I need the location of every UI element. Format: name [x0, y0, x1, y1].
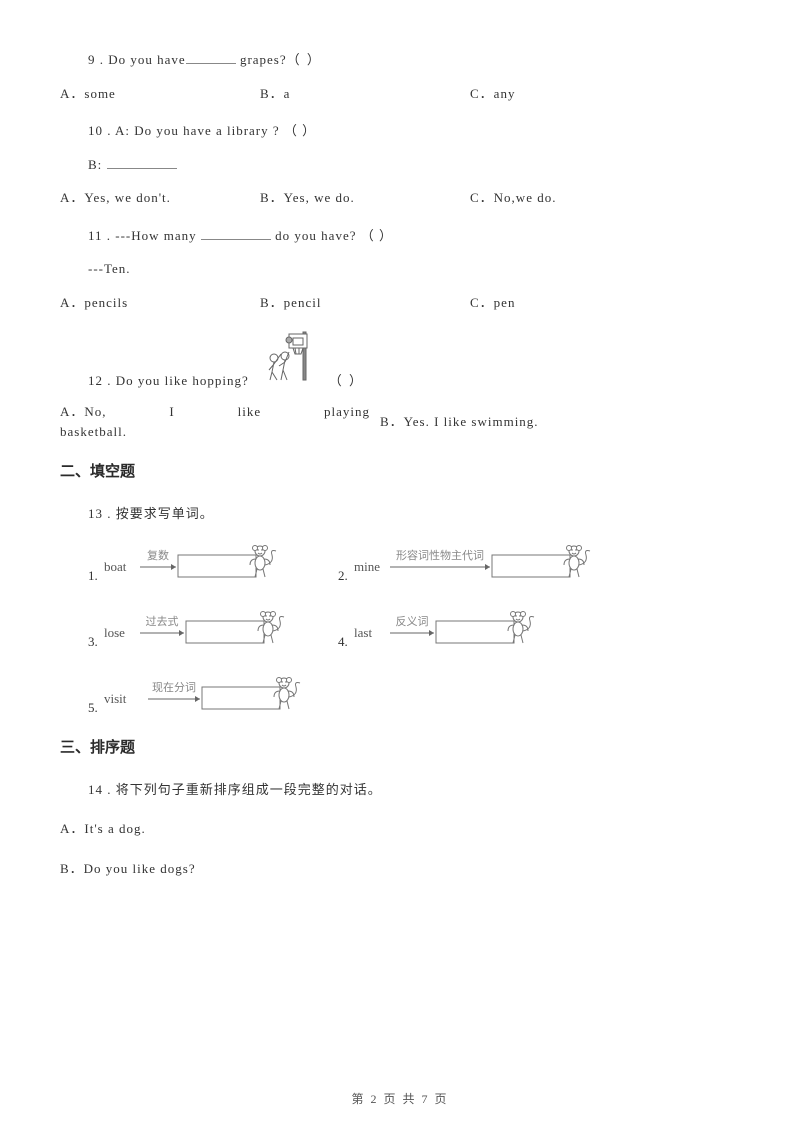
q13-num-3: 3. [88, 632, 98, 652]
q11-line2: ---Ten. [88, 259, 740, 279]
svg-text:复数: 复数 [147, 548, 169, 562]
word-box-3[interactable]: lose 过去式 [102, 603, 302, 651]
section-3-heading: 三、排序题 [60, 737, 740, 760]
q12-paren[interactable]: （ ） [329, 371, 364, 391]
q14-title: 14 . 将下列句子重新排序组成一段完整的对话。 [88, 780, 740, 800]
q13-title: 13 . 按要求写单词。 [88, 504, 740, 524]
q13-row-3: 5. visit 现在分词 [88, 669, 740, 717]
word-box-4[interactable]: last 反义词 [352, 603, 552, 651]
q11-suffix: do you have? （ ） [271, 228, 393, 243]
q12-opt-a-line2: basketball. [60, 422, 380, 442]
page-footer: 第 2 页 共 7 页 [0, 1090, 800, 1108]
q9-blank[interactable] [186, 52, 236, 64]
word-box-5[interactable]: visit 现在分词 [102, 669, 302, 717]
q12-text: 12 . Do you like hopping? [88, 371, 249, 391]
q13-row-1: 1. boat 复数 2. mine 形容词性物主代词 [88, 537, 740, 585]
svg-text:现在分词: 现在分词 [152, 681, 196, 694]
svg-text:visit: visit [104, 691, 127, 706]
svg-text:形容词性物主代词: 形容词性物主代词 [396, 548, 484, 562]
q10-b-line: B: [88, 155, 740, 175]
q11-options: A．pencils B．pencil C．pen [60, 293, 740, 313]
q11-opt-a[interactable]: A．pencils [60, 293, 260, 313]
q10-options: A．Yes, we don't. B．Yes, we do. C．No,we d… [60, 188, 740, 208]
q11-blank[interactable] [201, 228, 271, 240]
q11-opt-c[interactable]: C．pen [470, 293, 740, 313]
q9-opt-c[interactable]: C．any [470, 84, 740, 104]
q13-num-1: 1. [88, 566, 98, 586]
q10-text: 10 . A: Do you have a library ? （ ） [88, 121, 740, 141]
q12-opt-a-line1[interactable]: A．No, I like playing [60, 402, 370, 422]
q10-blank[interactable] [107, 157, 177, 169]
q9-text: 9 . Do you have grapes?（ ） [88, 50, 740, 70]
q9-options: A．some B．a C．any [60, 84, 740, 104]
svg-text:mine: mine [354, 559, 380, 574]
q13-num-5: 5. [88, 698, 98, 718]
q13-num-4: 4. [338, 632, 348, 652]
q9-paren[interactable]: （ ） [287, 52, 322, 67]
q9-prefix: 9 . Do you have [88, 52, 186, 67]
q13-num-2: 2. [338, 566, 348, 586]
q10-opt-a[interactable]: A．Yes, we don't. [60, 188, 260, 208]
q11-prefix: 11 . ---How many [88, 228, 201, 243]
q9-suffix: grapes? [236, 52, 287, 67]
q9-opt-b[interactable]: B．a [260, 84, 470, 104]
q12-options: A．No, I like playing basketball. B．Yes. … [60, 402, 740, 441]
svg-text:过去式: 过去式 [145, 615, 178, 628]
q10-b-prefix: B: [88, 157, 107, 172]
q10-opt-c[interactable]: C．No,we do. [470, 188, 740, 208]
basketball-icon [259, 330, 319, 390]
q12-opt-b[interactable]: B．Yes. I like swimming. [380, 412, 539, 432]
q14-a: A．It's a dog. [60, 819, 740, 839]
q12-row: 12 . Do you like hopping? （ ） [88, 330, 740, 390]
q11-text: 11 . ---How many do you have? （ ） [88, 226, 740, 246]
word-box-2[interactable]: mine 形容词性物主代词 [352, 537, 612, 585]
q13-row-2: 3. lose 过去式 4. last 反义词 [88, 603, 740, 651]
section-2-heading: 二、填空题 [60, 461, 740, 484]
svg-text:反义词: 反义词 [395, 615, 428, 628]
svg-text:boat: boat [104, 559, 127, 574]
q9-opt-a[interactable]: A．some [60, 84, 260, 104]
q10-opt-b[interactable]: B．Yes, we do. [260, 188, 470, 208]
word-box-1[interactable]: boat 复数 [102, 537, 302, 585]
svg-text:last: last [354, 625, 372, 640]
q14-b: B．Do you like dogs? [60, 859, 740, 879]
svg-text:lose: lose [104, 625, 125, 640]
q11-opt-b[interactable]: B．pencil [260, 293, 470, 313]
